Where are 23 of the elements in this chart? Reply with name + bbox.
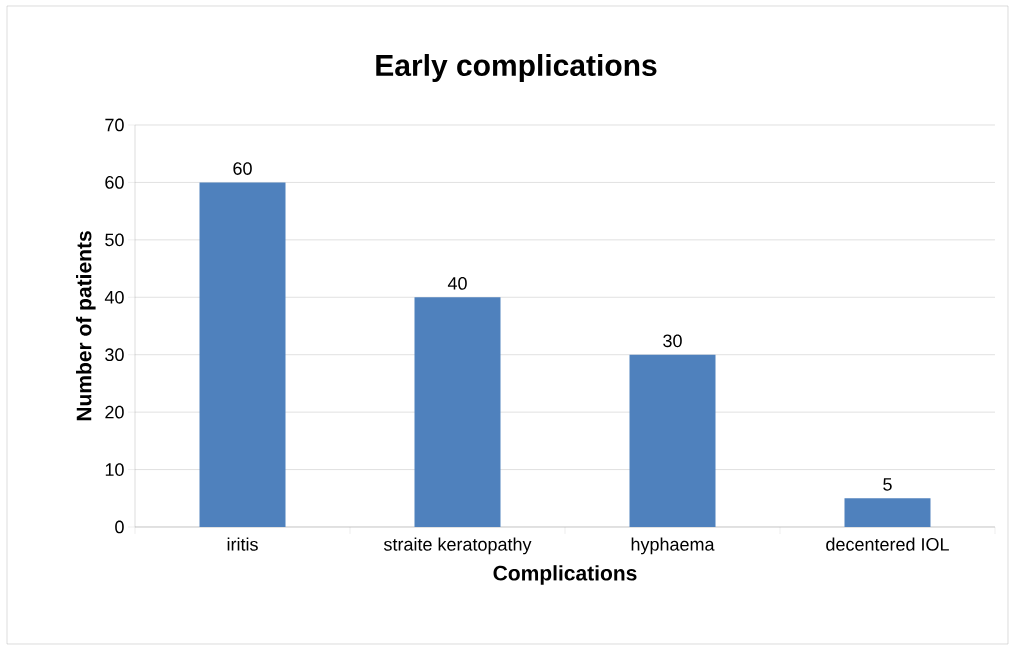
data-label: 30: [663, 334, 682, 348]
bar: [844, 498, 931, 527]
bar: [629, 354, 716, 527]
y-tick-label: 10: [105, 463, 124, 476]
x-tick-label: hyphaema: [631, 537, 715, 555]
x-tick-label: straite keratopathy: [383, 537, 532, 555]
data-label: 60: [233, 162, 252, 175]
x-tick-label: decentered IOL: [826, 537, 949, 551]
data-label: 5: [883, 478, 892, 491]
y-tick-label: 40: [104, 290, 124, 304]
y-tick-label: 60: [105, 176, 124, 189]
x-axis-title: Complications: [493, 565, 637, 585]
y-tick-label: 20: [105, 405, 124, 419]
y-tick-label: 30: [105, 348, 124, 362]
bar: [414, 297, 501, 527]
y-axis-title: Number of patients: [76, 231, 96, 421]
y-tick-label: 50: [105, 233, 124, 247]
y-tick-label: 0: [115, 520, 124, 534]
y-tick-label: 70: [105, 118, 124, 132]
bar: [199, 182, 286, 527]
data-label: 40: [447, 276, 467, 290]
x-tick-label: iritis: [227, 537, 258, 551]
chart-title: Early complications: [376, 54, 657, 82]
